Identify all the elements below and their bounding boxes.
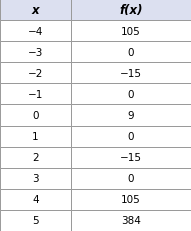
- Text: 0: 0: [128, 48, 134, 58]
- Text: 105: 105: [121, 195, 141, 204]
- Text: 0: 0: [32, 110, 39, 121]
- FancyBboxPatch shape: [71, 189, 191, 210]
- FancyBboxPatch shape: [71, 147, 191, 168]
- Text: x: x: [32, 4, 39, 17]
- FancyBboxPatch shape: [0, 21, 71, 42]
- FancyBboxPatch shape: [71, 42, 191, 63]
- Text: 2: 2: [32, 152, 39, 162]
- FancyBboxPatch shape: [71, 105, 191, 126]
- Text: −4: −4: [28, 27, 43, 36]
- FancyBboxPatch shape: [0, 126, 71, 147]
- FancyBboxPatch shape: [0, 0, 71, 21]
- Text: 0: 0: [128, 173, 134, 183]
- Text: 5: 5: [32, 216, 39, 225]
- FancyBboxPatch shape: [0, 168, 71, 189]
- Text: 0: 0: [128, 131, 134, 141]
- FancyBboxPatch shape: [0, 189, 71, 210]
- Text: 9: 9: [128, 110, 134, 121]
- FancyBboxPatch shape: [71, 210, 191, 231]
- FancyBboxPatch shape: [0, 105, 71, 126]
- Text: 4: 4: [32, 195, 39, 204]
- FancyBboxPatch shape: [71, 63, 191, 84]
- FancyBboxPatch shape: [0, 147, 71, 168]
- FancyBboxPatch shape: [0, 210, 71, 231]
- Text: 105: 105: [121, 27, 141, 36]
- Text: f(x): f(x): [119, 4, 143, 17]
- FancyBboxPatch shape: [71, 21, 191, 42]
- Text: 1: 1: [32, 131, 39, 141]
- FancyBboxPatch shape: [71, 126, 191, 147]
- Text: −3: −3: [28, 48, 43, 58]
- Text: −2: −2: [28, 69, 43, 79]
- FancyBboxPatch shape: [0, 84, 71, 105]
- Text: −15: −15: [120, 152, 142, 162]
- Text: −1: −1: [28, 90, 43, 100]
- FancyBboxPatch shape: [0, 63, 71, 84]
- FancyBboxPatch shape: [71, 0, 191, 21]
- FancyBboxPatch shape: [0, 42, 71, 63]
- FancyBboxPatch shape: [71, 84, 191, 105]
- Text: 3: 3: [32, 173, 39, 183]
- Text: 0: 0: [128, 90, 134, 100]
- Text: 384: 384: [121, 216, 141, 225]
- FancyBboxPatch shape: [71, 168, 191, 189]
- Text: −15: −15: [120, 69, 142, 79]
